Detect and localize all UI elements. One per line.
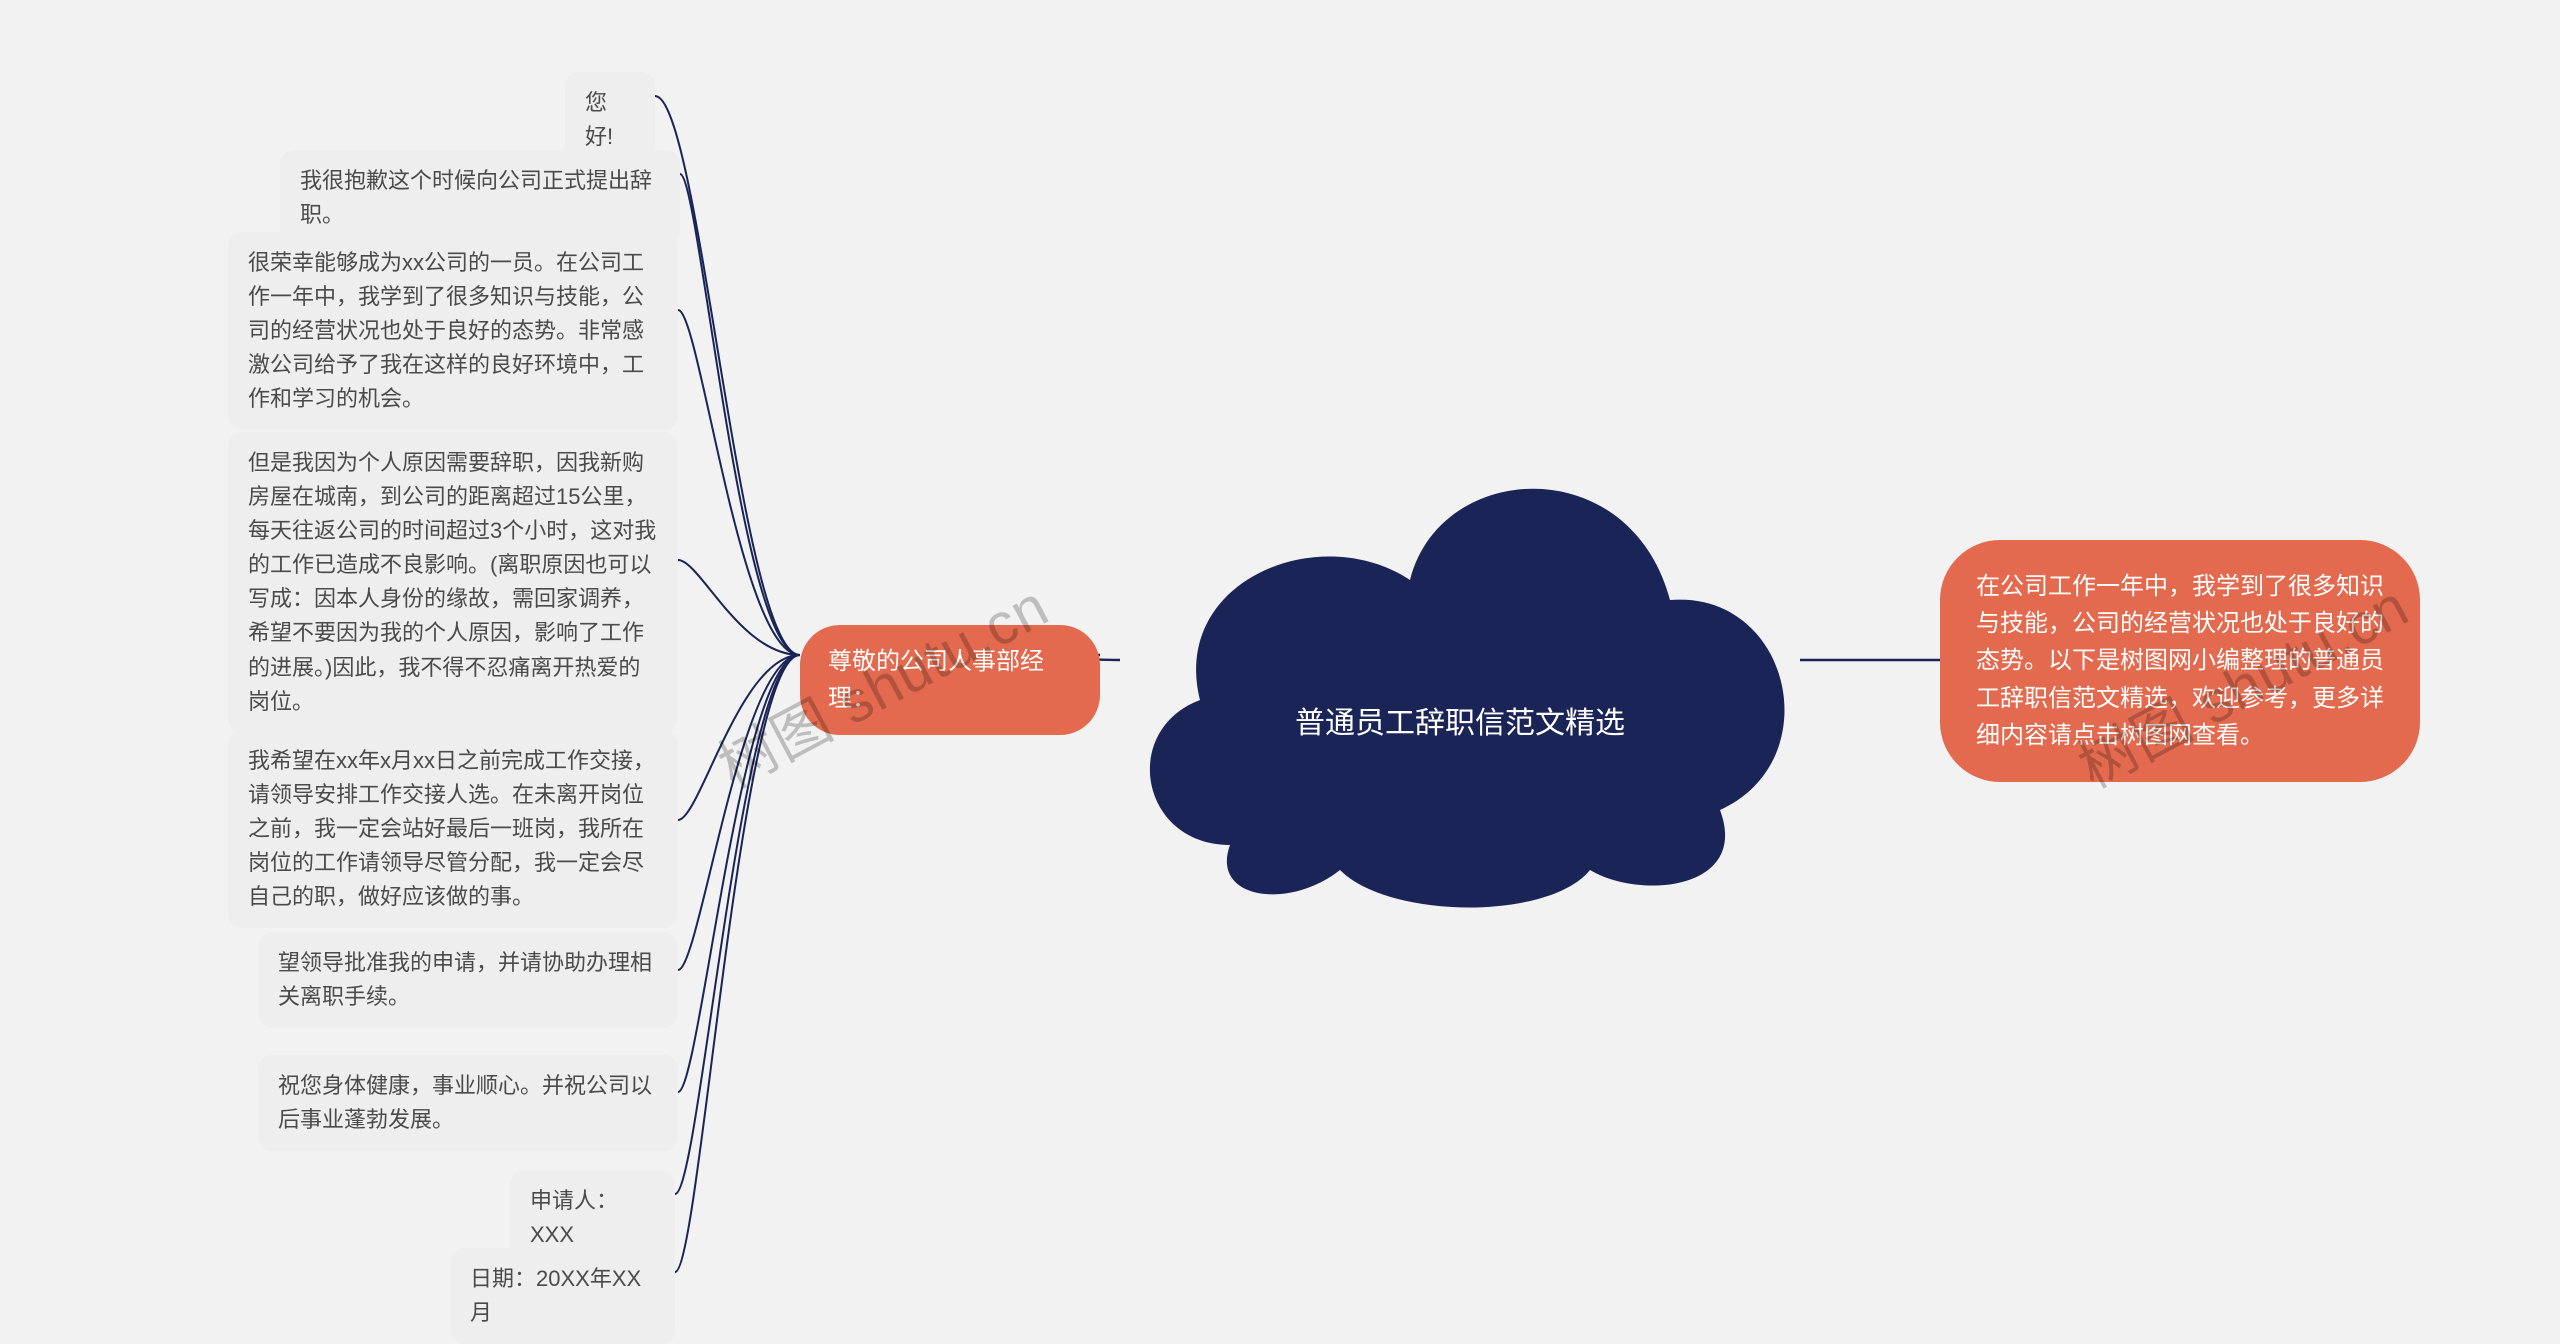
right-summary-node[interactable]: 在公司工作一年中，我学到了很多知识与技能，公司的经营状况也处于良好的态势。以下是… bbox=[1940, 540, 2420, 782]
left-node-6[interactable]: 祝您身体健康，事业顺心。并祝公司以后事业蓬勃发展。 bbox=[258, 1055, 678, 1151]
left-node-7-text: 申请人：XXX bbox=[530, 1188, 618, 1247]
left-node-5[interactable]: 望领导批准我的申请，并请协助办理相关离职手续。 bbox=[258, 932, 678, 1028]
center-node-label: 普通员工辞职信范文精选 bbox=[1110, 400, 1810, 920]
right-summary-text: 在公司工作一年中，我学到了很多知识与技能，公司的经营状况也处于良好的态势。以下是… bbox=[1976, 573, 2384, 749]
left-node-2[interactable]: 很荣幸能够成为xx公司的一员。在公司工作一年中，我学到了很多知识与技能，公司的经… bbox=[228, 232, 678, 430]
left-node-4[interactable]: 我希望在xx年x月xx日之前完成工作交接，请领导安排工作交接人选。在未离开岗位之… bbox=[228, 730, 678, 928]
left-node-6-text: 祝您身体健康，事业顺心。并祝公司以后事业蓬勃发展。 bbox=[278, 1073, 652, 1132]
mindmap-canvas: 普通员工辞职信范文精选 在公司工作一年中，我学到了很多知识与技能，公司的经营状况… bbox=[0, 0, 2560, 1311]
left-node-3[interactable]: 但是我因为个人原因需要辞职，因我新购房屋在城南，到公司的距离超过15公里，每天往… bbox=[228, 432, 678, 733]
left-branch-label[interactable]: 尊敬的公司人事部经理： bbox=[800, 625, 1100, 735]
left-node-3-text: 但是我因为个人原因需要辞职，因我新购房屋在城南，到公司的距离超过15公里，每天往… bbox=[248, 450, 656, 714]
center-node-cloud[interactable]: 普通员工辞职信范文精选 bbox=[1110, 400, 1810, 920]
left-node-2-text: 很荣幸能够成为xx公司的一员。在公司工作一年中，我学到了很多知识与技能，公司的经… bbox=[248, 250, 644, 411]
left-node-4-text: 我希望在xx年x月xx日之前完成工作交接，请领导安排工作交接人选。在未离开岗位之… bbox=[248, 748, 655, 909]
left-branch-text: 尊敬的公司人事部经理： bbox=[828, 648, 1044, 712]
left-node-1-text: 我很抱歉这个时候向公司正式提出辞职。 bbox=[300, 168, 652, 227]
left-node-0-text: 您好! bbox=[585, 90, 613, 149]
left-node-5-text: 望领导批准我的申请，并请协助办理相关离职手续。 bbox=[278, 950, 652, 1009]
left-node-8[interactable]: 日期：20XX年XX月 bbox=[450, 1248, 675, 1344]
left-node-8-text: 日期：20XX年XX月 bbox=[470, 1266, 641, 1325]
